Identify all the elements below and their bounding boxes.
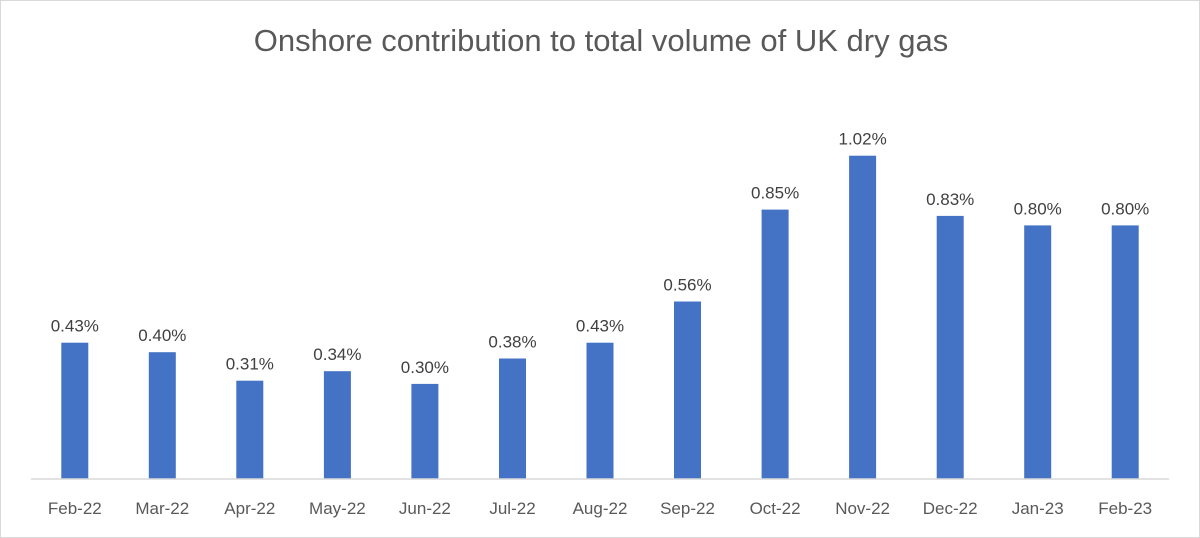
data-label-Aug-22: 0.43% bbox=[576, 317, 624, 336]
bar-Jan-23 bbox=[1024, 225, 1052, 479]
x-tick-label-Jun-22: Jun-22 bbox=[399, 499, 451, 518]
bar-Dec-22 bbox=[936, 215, 964, 479]
bars-group bbox=[61, 155, 1139, 479]
chart-title: Onshore contribution to total volume of … bbox=[253, 23, 949, 58]
x-tick-label-Jan-23: Jan-23 bbox=[1012, 499, 1064, 518]
data-label-Sep-22: 0.56% bbox=[663, 276, 711, 295]
x-tick-label-Feb-23: Feb-23 bbox=[1098, 499, 1152, 518]
x-tick-label-Feb-22: Feb-22 bbox=[48, 499, 102, 518]
bar-May-22 bbox=[323, 371, 351, 479]
x-tick-label-Aug-22: Aug-22 bbox=[573, 499, 628, 518]
data-label-Jul-22: 0.38% bbox=[488, 333, 536, 352]
x-tick-label-Apr-22: Apr-22 bbox=[224, 499, 275, 518]
x-tick-label-Dec-22: Dec-22 bbox=[923, 499, 978, 518]
x-tick-label-Mar-22: Mar-22 bbox=[135, 499, 189, 518]
bar-Feb-23 bbox=[1111, 225, 1139, 479]
x-tick-label-Jul-22: Jul-22 bbox=[489, 499, 535, 518]
bar-Apr-22 bbox=[236, 380, 264, 479]
x-tick-label-Sep-22: Sep-22 bbox=[660, 499, 715, 518]
data-labels-group: 0.43% 0.40% 0.31% 0.34% 0.30% 0.38% 0.43% 0.56%… bbox=[51, 130, 1150, 377]
data-label-Feb-23: 0.80% bbox=[1101, 199, 1149, 218]
bar-Nov-22 bbox=[849, 155, 877, 479]
bar-Jul-22 bbox=[499, 358, 526, 479]
bar-Mar-22 bbox=[148, 352, 176, 479]
data-label-Apr-22: 0.31% bbox=[226, 355, 274, 374]
x-tick-labels-group: Feb-22 Mar-22 Apr-22 May-22 Jun-22 Jul-22 Aug-… bbox=[48, 499, 1152, 518]
x-tick-label-May-22: May-22 bbox=[309, 499, 366, 518]
data-label-Oct-22: 0.85% bbox=[751, 184, 799, 203]
bar-Sep-22 bbox=[674, 301, 701, 479]
data-label-Jan-23: 0.80% bbox=[1014, 199, 1062, 218]
x-tick-label-Oct-22: Oct-22 bbox=[750, 499, 801, 518]
bar-Aug-22 bbox=[586, 342, 614, 479]
data-label-Nov-22: 1.02% bbox=[838, 130, 886, 149]
data-label-May-22: 0.34% bbox=[313, 345, 361, 364]
bar-Oct-22 bbox=[761, 209, 789, 479]
x-tick-label-Nov-22: Nov-22 bbox=[835, 499, 890, 518]
data-label-Dec-22: 0.83% bbox=[926, 190, 974, 209]
data-label-Feb-22: 0.43% bbox=[51, 317, 99, 336]
bar-Feb-22 bbox=[61, 342, 89, 479]
data-label-Jun-22: 0.30% bbox=[401, 358, 449, 377]
data-label-Mar-22: 0.40% bbox=[138, 326, 186, 345]
bar-Jun-22 bbox=[411, 383, 439, 479]
